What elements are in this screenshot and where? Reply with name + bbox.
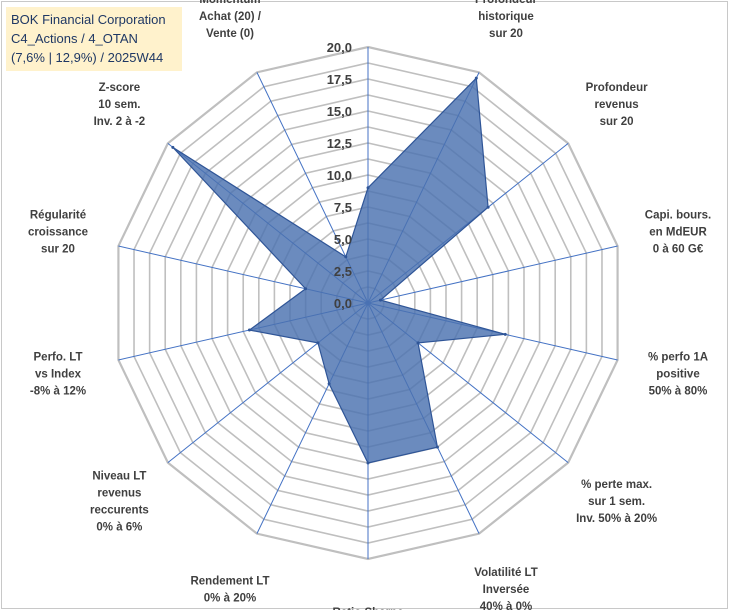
axis-label-14: Momentum Achat (20) / Vente (0)	[199, 0, 262, 40]
chart-title-line-3: (7,6% | 12,9%) / 2025W44	[11, 50, 164, 65]
tick-label: 2,5	[334, 264, 352, 279]
tick-label: 20,0	[327, 40, 352, 55]
axis-label-5: % perfo 1A positive 50% à 80%	[648, 351, 708, 397]
axis-label-3: Profondeur revenus sur 20	[586, 82, 648, 128]
data-point-5	[503, 332, 507, 336]
data-point-10	[316, 341, 320, 345]
axis-label-7: Volatilité LT Inversée 40% à 0%	[474, 567, 537, 610]
tick-label: 17,5	[327, 72, 352, 87]
axis-label-line: 0% à 20%	[204, 593, 256, 605]
axis-label-line: 50% à 80%	[649, 385, 708, 397]
axis-label-line: revenus	[97, 487, 141, 499]
axis-label-line: sur 20	[489, 28, 523, 40]
axis-label-line: historique	[478, 11, 534, 23]
data-point-4	[378, 298, 382, 302]
radar-tick-labels: 0,0 2,5 5,0 7,5 10,0 12,5 15,0 17,5 20,0	[327, 40, 352, 311]
axis-label-line: 40% à 0%	[480, 601, 532, 610]
axis-label-line: Rendement LT	[190, 576, 269, 588]
axis-label-9: Rendement LT 0% à 20%	[190, 576, 269, 605]
tick-label: 7,5	[334, 200, 352, 215]
data-point-7	[435, 445, 439, 449]
axis-label-6: % perte max. sur 1 sem. Inv. 50% à 20%	[576, 479, 657, 525]
tick-label: 10,0	[327, 168, 352, 183]
axis-label-line: 0 à 60 G€	[653, 244, 704, 256]
chart-title-line-1: BOK Financial Corporation	[11, 12, 166, 27]
axis-label-line: Vente (0)	[206, 28, 254, 40]
axis-label-line: Volatilité LT	[474, 567, 537, 579]
axis-label-line: Momentum	[199, 0, 260, 6]
data-point-14	[344, 255, 348, 259]
axis-label-line: sur 1 sem.	[588, 496, 645, 508]
axis-label-line: Achat (20) /	[199, 11, 262, 23]
axis-label-line: Perfo. LT	[34, 351, 83, 363]
axis-label-line: Inversée	[483, 584, 530, 596]
axis-label-line: positive	[656, 368, 699, 380]
axis-spoke	[367, 245, 618, 304]
axis-label-8: Ratio Sharpe0 à 1	[333, 607, 404, 610]
data-point-8	[366, 461, 370, 465]
axis-label-line: Capi. bours.	[645, 210, 711, 222]
axis-label-line: Profondeur	[475, 0, 537, 6]
axis-label-10: Niveau LT revenus reccurents 0% à 6%	[90, 470, 149, 533]
tick-label: 15,0	[327, 104, 352, 119]
axis-label-line: reccurents	[90, 504, 149, 516]
axis-label-line: sur 20	[600, 116, 634, 128]
data-point-11	[247, 328, 251, 332]
axis-label-4: Capi. bours. en MdEUR 0 à 60 G€	[645, 210, 711, 256]
data-point-2	[474, 76, 478, 80]
axis-label-line: croissance	[28, 227, 88, 239]
axis-label-line: Profondeur	[586, 82, 648, 94]
axis-label-line: Ratio Sharpe	[333, 607, 404, 610]
axis-label-13: Z-score 10 sem. Inv. 2 à -2	[94, 82, 146, 128]
axis-label-11: Perfo. LT vs Index -8% à 12%	[30, 351, 86, 397]
chart-title-box: BOK Financial Corporation C4_Actions / 4…	[6, 7, 182, 71]
data-point-3	[486, 205, 490, 209]
axis-label-line: % perte max.	[581, 479, 652, 491]
axis-label-12: Régularité croissance sur 20	[28, 210, 88, 256]
data-point-6	[416, 341, 420, 345]
tick-label: 0,0	[334, 296, 352, 311]
axis-label-2: Profondeur historique sur 20	[475, 0, 537, 40]
axis-label-line: 10 sem.	[98, 99, 140, 111]
data-point-9	[327, 382, 331, 386]
axis-label-line: % perfo 1A	[648, 351, 708, 363]
axis-label-line: Inv. 50% à 20%	[576, 513, 657, 525]
tick-label: 12,5	[327, 136, 352, 151]
axis-label-line: Régularité	[30, 210, 86, 222]
axis-label-line: revenus	[595, 99, 639, 111]
axis-label-line: Z-score	[99, 82, 141, 94]
axis-label-line: Inv. 2 à -2	[94, 116, 146, 128]
data-point-12	[304, 287, 308, 291]
chart-title-line-2: C4_Actions / 4_OTAN	[11, 31, 138, 46]
data-point-1	[366, 186, 370, 190]
radar-axis-labels: NoteESG sur 20Profondeurhistoriquesur 20…	[28, 0, 711, 610]
axis-label-line: Niveau LT	[92, 470, 146, 482]
axis-label-line: -8% à 12%	[30, 385, 86, 397]
axis-label-line: en MdEUR	[649, 227, 707, 239]
axis-label-line: vs Index	[35, 368, 82, 380]
data-point-13	[171, 145, 175, 149]
axis-label-line: 0% à 6%	[96, 521, 142, 533]
tick-label: 5,0	[334, 232, 352, 247]
axis-label-line: sur 20	[41, 244, 75, 256]
radar-series	[171, 76, 507, 465]
